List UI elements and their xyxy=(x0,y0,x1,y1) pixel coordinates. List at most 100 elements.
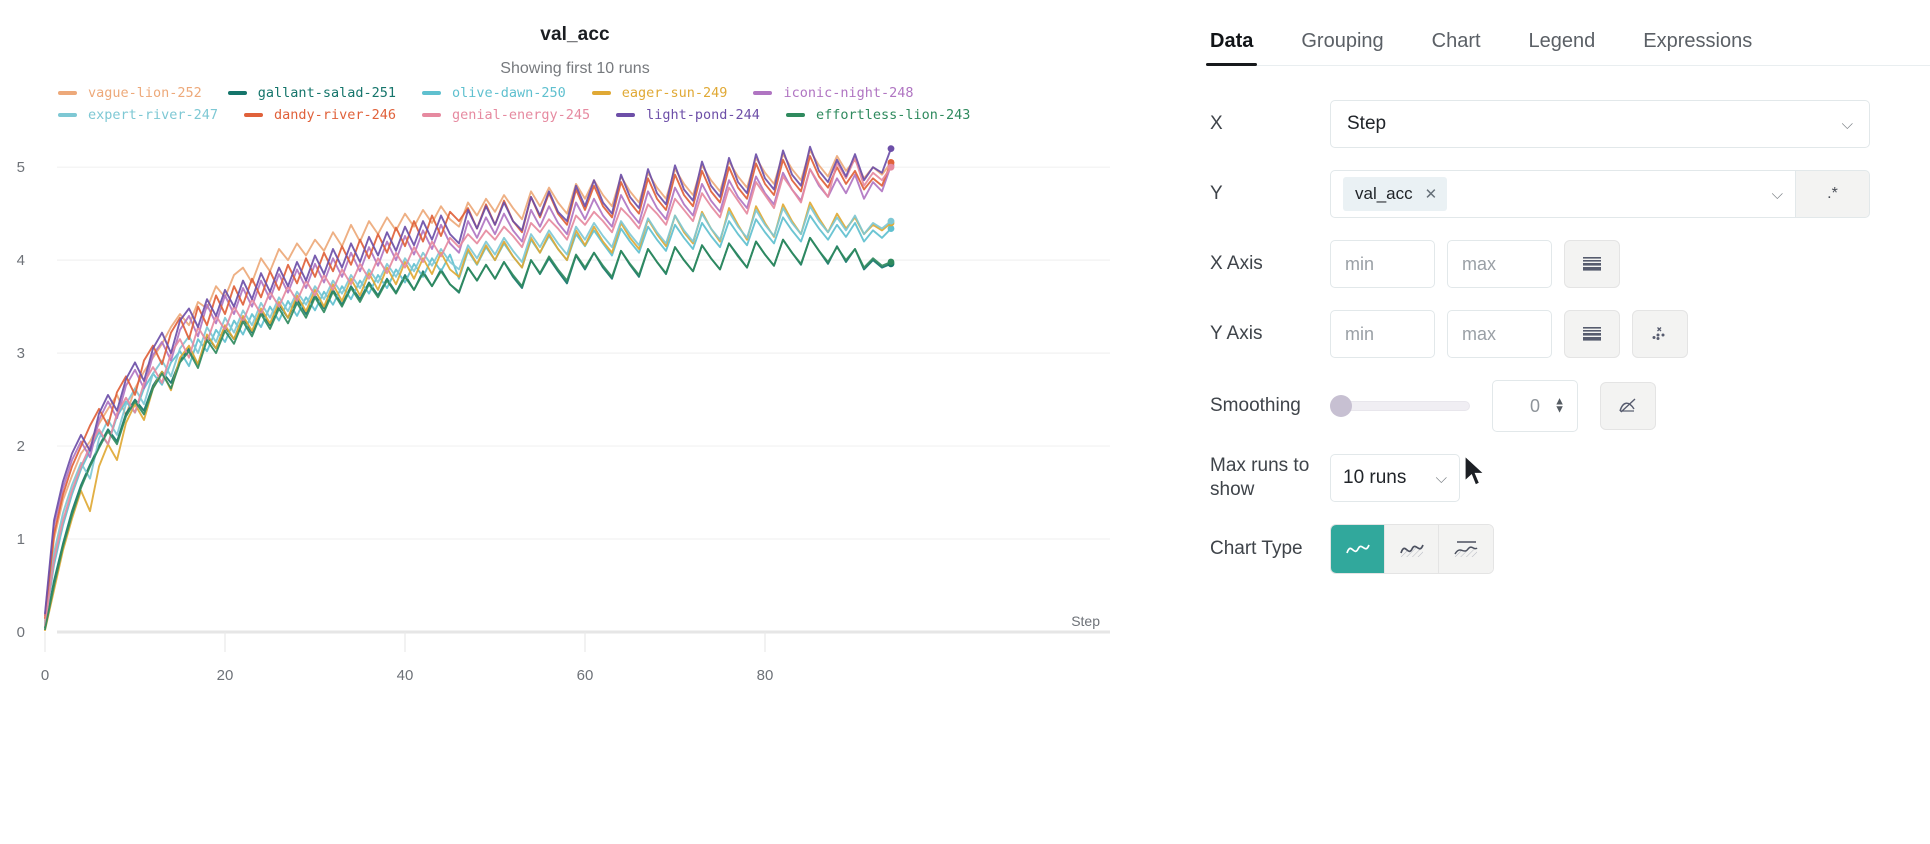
log-scale-icon xyxy=(1583,257,1601,271)
legend-item[interactable]: genial-energy-245 xyxy=(421,104,591,126)
y-axis-row: Y Axis xyxy=(1210,310,1930,358)
legend-color-swatch xyxy=(753,91,773,95)
legend-item[interactable]: eager-sun-249 xyxy=(591,82,727,104)
legend-label: gallant-salad-251 xyxy=(257,85,396,101)
x-axis-controls xyxy=(1330,240,1632,288)
y-tick-label: 2 xyxy=(17,438,25,455)
y-field-row: Y val_acc ✕ ⌵ .* xyxy=(1210,170,1930,218)
smoothing-label: Smoothing xyxy=(1210,395,1301,417)
chart-pane: val_acc Showing first 10 runs vague-lion… xyxy=(0,24,1150,740)
smoothing-slider[interactable] xyxy=(1330,382,1470,430)
series-line[interactable] xyxy=(44,145,892,615)
legend-label: dandy-river-246 xyxy=(274,107,396,123)
chart-type-line-area-button[interactable] xyxy=(1385,525,1439,573)
smoothing-slider-thumb[interactable] xyxy=(1330,395,1352,417)
x-tick-label: 60 xyxy=(577,667,594,684)
max-runs-select[interactable]: 10 runs ⌵ xyxy=(1330,454,1460,502)
smoothing-value: 0 xyxy=(1529,395,1540,416)
series-endpoint-marker xyxy=(887,145,895,152)
smoothing-controls: 0 ▲ ▼ xyxy=(1330,380,1668,432)
x-axis-scale-button[interactable] xyxy=(1564,240,1620,288)
series-endpoint-marker xyxy=(887,258,895,266)
x-tick-label: 20 xyxy=(217,667,234,684)
tab-label: Grouping xyxy=(1301,30,1384,52)
stepper-arrows-icon[interactable]: ▲ ▼ xyxy=(1554,395,1565,415)
legend-label: iconic-night-248 xyxy=(783,85,914,101)
plot-svg[interactable]: 0 1 2 3 4 5 0 20 40 60 80 Step xyxy=(0,120,1150,740)
line-area-chart-icon xyxy=(1399,544,1424,557)
y-axis-scale-button[interactable] xyxy=(1564,310,1620,358)
y-regex-label: .* xyxy=(1827,185,1838,202)
smoothing-off-icon xyxy=(1619,398,1636,413)
legend-row: vague-lion-252 gallant-salad-251 olive-daw… xyxy=(30,82,1125,104)
legend-color-swatch xyxy=(244,113,264,117)
y-axis-min-input[interactable] xyxy=(1330,310,1435,358)
y-axis-outliers-button[interactable] xyxy=(1632,310,1688,358)
legend-label: olive-dawn-250 xyxy=(451,85,566,101)
x-axis-label: Step xyxy=(1071,613,1100,629)
x-axis-max-input[interactable] xyxy=(1447,240,1552,288)
tab-expressions[interactable]: Expressions xyxy=(1643,31,1752,65)
legend-color-swatch xyxy=(616,113,636,117)
legend-item[interactable]: vague-lion-252 xyxy=(58,82,202,104)
legend-item[interactable]: gallant-salad-251 xyxy=(227,82,396,104)
legend-label: light-pond-244 xyxy=(646,107,760,123)
legend-color-swatch xyxy=(785,113,805,117)
tab-chart[interactable]: Chart xyxy=(1432,31,1481,65)
line-chart-icon xyxy=(1345,544,1370,554)
y-axis-label: Y Axis xyxy=(1210,323,1263,345)
x-select-value: Step xyxy=(1347,113,1387,134)
legend-color-swatch xyxy=(58,113,77,117)
series-line[interactable] xyxy=(44,205,892,624)
y-multiselect[interactable]: val_acc ✕ ⌵ xyxy=(1330,170,1795,218)
y-tick-label: 4 xyxy=(17,252,25,269)
smoothing-value-input[interactable]: 0 ▲ ▼ xyxy=(1492,380,1578,432)
y-tick-label: 3 xyxy=(17,345,25,362)
legend-color-swatch xyxy=(58,91,77,95)
y-regex-button[interactable]: .* xyxy=(1795,170,1870,218)
chart-type-row: Chart Type xyxy=(1210,524,1930,574)
series-line[interactable] xyxy=(44,164,892,617)
tab-grouping[interactable]: Grouping xyxy=(1301,31,1383,65)
legend-item[interactable]: iconic-night-248 xyxy=(753,82,913,104)
chart-type-area-button[interactable] xyxy=(1439,525,1493,573)
series-endpoint-marker xyxy=(887,163,895,171)
chevron-down-icon: ⌵ xyxy=(1841,115,1853,133)
y-tick-label: 0 xyxy=(17,624,25,641)
chart-title: val_acc xyxy=(540,24,610,45)
legend-item[interactable]: expert-river-247 xyxy=(58,104,218,126)
series-line[interactable] xyxy=(44,214,892,626)
tab-legend[interactable]: Legend xyxy=(1529,31,1596,65)
max-runs-value: 10 runs xyxy=(1343,467,1407,488)
x-axis-row: X Axis xyxy=(1210,240,1930,288)
x-tick-label: 40 xyxy=(397,667,414,684)
legend-item[interactable]: effortless-lion-243 xyxy=(785,104,970,126)
legend-item[interactable]: dandy-river-246 xyxy=(244,104,396,126)
series-line[interactable] xyxy=(44,155,892,620)
legend-item[interactable]: olive-dawn-250 xyxy=(421,82,566,104)
close-icon[interactable]: ✕ xyxy=(1424,186,1438,203)
legend-label: expert-river-247 xyxy=(88,107,219,123)
smoothing-mode-button[interactable] xyxy=(1600,382,1656,430)
chevron-down-icon: ⌵ xyxy=(1435,469,1447,487)
log-scale-icon xyxy=(1583,327,1601,341)
y-tick-label: 5 xyxy=(17,159,25,176)
chart-type-line-button[interactable] xyxy=(1331,525,1385,573)
legend-label: genial-energy-245 xyxy=(451,107,591,123)
x-tick-label: 0 xyxy=(41,667,49,684)
legend-color-swatch xyxy=(227,91,247,95)
x-axis-min-input[interactable] xyxy=(1330,240,1435,288)
series-line[interactable] xyxy=(44,236,892,631)
x-select[interactable]: Step ⌵ xyxy=(1330,100,1870,148)
panel-tabs: Data Grouping Chart Legend Expressions xyxy=(1205,0,1930,66)
legend-color-swatch xyxy=(591,91,611,95)
legend-item[interactable]: light-pond-244 xyxy=(616,104,760,126)
max-runs-row: Max runs to show 10 runs ⌵ xyxy=(1210,454,1930,502)
series-line[interactable] xyxy=(44,236,892,629)
plot-area[interactable]: 0 1 2 3 4 5 0 20 40 60 80 Step xyxy=(0,120,1150,740)
y-chip[interactable]: val_acc ✕ xyxy=(1343,177,1448,211)
y-axis-max-input[interactable] xyxy=(1447,310,1552,358)
series-line[interactable] xyxy=(44,156,892,627)
tab-data[interactable]: Data xyxy=(1205,31,1258,66)
legend-color-swatch xyxy=(421,91,441,95)
